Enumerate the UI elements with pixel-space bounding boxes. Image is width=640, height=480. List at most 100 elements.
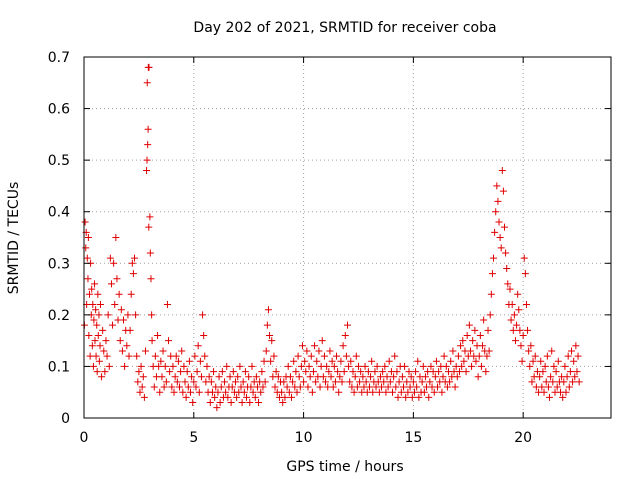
data-point [88, 342, 96, 350]
data-point [490, 254, 498, 262]
data-point [408, 393, 416, 401]
plot-frame [83, 56, 612, 419]
data-point [469, 337, 477, 345]
data-point [542, 378, 550, 386]
data-point [163, 301, 171, 309]
data-point [476, 331, 484, 339]
data-point [96, 342, 104, 350]
x-tick-label: 15 [404, 430, 422, 446]
data-point [312, 378, 320, 386]
data-point [290, 357, 298, 365]
data-point [91, 280, 99, 288]
data-point [281, 393, 289, 401]
data-point [218, 368, 226, 376]
chart-title: Day 202 of 2021, SRMTID for receiver cob… [193, 20, 496, 36]
data-point [203, 362, 211, 370]
data-point [466, 347, 474, 355]
data-point [145, 63, 153, 71]
data-point [140, 393, 148, 401]
data-point [170, 388, 178, 396]
data-point [513, 321, 521, 329]
data-point [427, 362, 435, 370]
data-point [453, 373, 461, 381]
data-point [539, 368, 547, 376]
data-point [443, 383, 451, 391]
data-point [471, 326, 479, 334]
data-point [407, 373, 415, 381]
data-point [85, 290, 93, 298]
data-point [529, 357, 537, 365]
data-point [352, 352, 360, 360]
data-point [376, 373, 384, 381]
data-point [139, 373, 147, 381]
data-point [378, 383, 386, 391]
data-point [414, 357, 422, 365]
data-point [155, 362, 163, 370]
data-point [460, 357, 468, 365]
data-point [381, 362, 389, 370]
data-point [405, 368, 413, 376]
data-point [483, 352, 491, 360]
y-tick-label: 0 [61, 411, 70, 427]
data-point [196, 357, 204, 365]
data-point [333, 352, 341, 360]
data-point [146, 249, 154, 257]
data-point [95, 311, 103, 319]
data-point [430, 388, 438, 396]
data-point [311, 342, 319, 350]
data-point [211, 393, 219, 401]
data-point [484, 326, 492, 334]
data-point [517, 342, 525, 350]
data-point [536, 373, 544, 381]
data-point [561, 362, 569, 370]
data-point [95, 357, 103, 365]
data-point [492, 208, 500, 216]
data-point [399, 383, 407, 391]
data-point [559, 393, 567, 401]
data-point [257, 388, 265, 396]
data-point [109, 321, 117, 329]
data-point [359, 373, 367, 381]
data-point [141, 347, 149, 355]
data-point [347, 357, 355, 365]
y-tick-label: 0.6 [48, 102, 70, 118]
x-tick-labels: 0 5 10 15 20 [80, 430, 533, 446]
data-point [169, 362, 177, 370]
data-point [107, 280, 115, 288]
data-point [172, 352, 180, 360]
data-point [541, 362, 549, 370]
data-point [242, 393, 250, 401]
data-point [144, 141, 152, 149]
data-point [248, 362, 256, 370]
data-point [462, 368, 470, 376]
data-point [380, 378, 388, 386]
data-point [127, 290, 135, 298]
data-point [335, 388, 343, 396]
data-point [446, 378, 454, 386]
data-point [567, 347, 575, 355]
data-point [440, 352, 448, 360]
data-point [195, 388, 203, 396]
data-point [574, 352, 582, 360]
data-point [105, 362, 113, 370]
data-point [439, 373, 447, 381]
data-point [245, 373, 253, 381]
data-point [325, 368, 333, 376]
y-tick-label: 0.1 [48, 359, 70, 375]
data-point [570, 357, 578, 365]
data-point [157, 357, 165, 365]
data-point [229, 368, 237, 376]
data-point [338, 378, 346, 386]
data-point [480, 316, 488, 324]
data-point [91, 337, 99, 345]
data-point [560, 378, 568, 386]
data-point [238, 399, 246, 407]
data-point [300, 378, 308, 386]
data-point [123, 342, 131, 350]
data-point [251, 393, 259, 401]
grid [84, 57, 611, 418]
data-point [364, 368, 372, 376]
data-point [226, 373, 234, 381]
data-point [148, 337, 156, 345]
data-point [237, 383, 245, 391]
